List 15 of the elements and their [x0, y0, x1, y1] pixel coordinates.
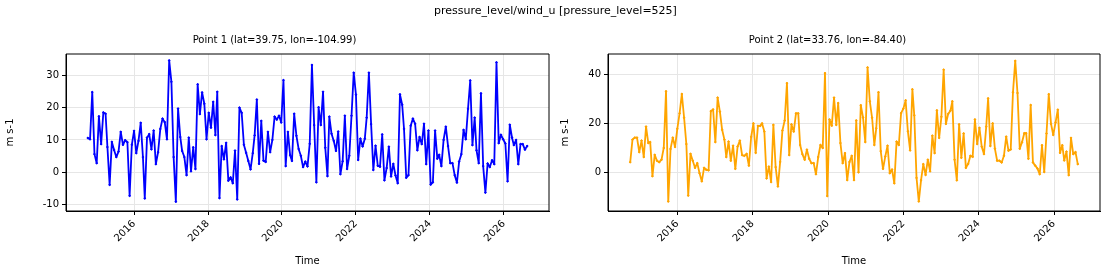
y-tick-label: 0 [594, 165, 601, 177]
y-tick-label: -10 [42, 198, 59, 210]
y-tick-label: 0 [52, 165, 59, 177]
y-axis-title: m s-1 [558, 118, 570, 147]
chart-title: pressure_level/wind_u [pressure_level=525] [433, 4, 678, 17]
y-tick-label: 20 [588, 116, 601, 128]
y-tick-label: 20 [46, 101, 59, 113]
chart-subtitle: Point 2 (lat=33.76, lon=-84.40) [748, 33, 907, 45]
x-axis-title: Time [840, 254, 867, 266]
x-axis-title: Time [294, 254, 320, 266]
y-tick-label: 40 [588, 67, 601, 79]
y-axis-title: m s-1 [3, 118, 15, 147]
y-tick-label: 10 [46, 133, 59, 145]
y-tick-label: 30 [46, 68, 59, 80]
chart-subtitle: Point 1 (lat=39.75, lon=-104.99) [192, 33, 357, 45]
